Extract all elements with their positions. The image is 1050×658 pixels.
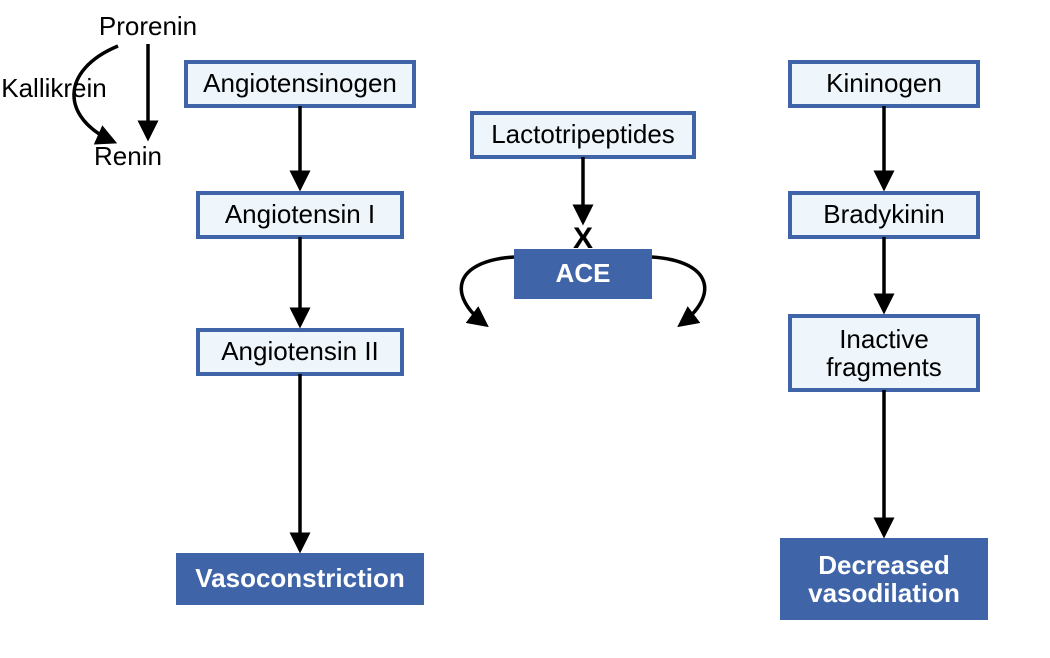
prorenin-label: Prorenin bbox=[99, 11, 197, 41]
node-decreased: Decreasedvasodilation bbox=[782, 540, 986, 618]
node-bradykinin-label: Bradykinin bbox=[823, 199, 944, 229]
node-decreased-label-0: Decreased bbox=[818, 550, 950, 580]
node-angiotensin2: Angiotensin II bbox=[198, 330, 402, 374]
node-angiotensin2-label: Angiotensin II bbox=[221, 336, 379, 366]
node-ace: ACE bbox=[516, 251, 650, 297]
ace-curve-right bbox=[652, 257, 705, 325]
node-angiotensinogen: Angiotensinogen bbox=[186, 62, 414, 106]
ace-curve-left bbox=[461, 257, 514, 325]
node-lactotripeptides: Lactotripeptides bbox=[472, 113, 694, 157]
node-inactive-label-0: Inactive bbox=[839, 324, 929, 354]
node-angiotensin1-label: Angiotensin I bbox=[225, 199, 375, 229]
node-kininogen: Kininogen bbox=[790, 62, 978, 106]
node-bradykinin: Bradykinin bbox=[790, 193, 978, 237]
node-inactive-label-1: fragments bbox=[826, 352, 942, 382]
node-vasoconstriction: Vasoconstriction bbox=[178, 555, 422, 603]
node-angiotensinogen-label: Angiotensinogen bbox=[203, 68, 397, 98]
renin-label: Renin bbox=[94, 141, 162, 171]
node-vasoconstriction-label: Vasoconstriction bbox=[195, 563, 405, 593]
kallikrein-label: Kallikrein bbox=[1, 73, 107, 103]
node-decreased-label-1: vasodilation bbox=[808, 578, 960, 608]
inhibition-x: X bbox=[573, 222, 593, 255]
node-inactive: Inactivefragments bbox=[790, 316, 978, 390]
node-kininogen-label: Kininogen bbox=[826, 68, 942, 98]
node-lactotripeptides-label: Lactotripeptides bbox=[491, 119, 675, 149]
node-angiotensin1: Angiotensin I bbox=[198, 193, 402, 237]
node-ace-label: ACE bbox=[556, 258, 611, 288]
